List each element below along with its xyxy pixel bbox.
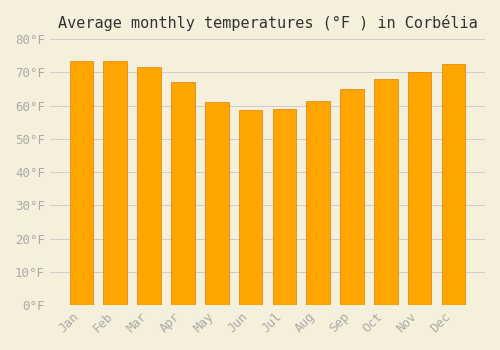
Bar [442,64,465,305]
Bar [171,82,194,305]
Bar [205,102,229,305]
Title: Average monthly temperatures (°F ) in Corbélia: Average monthly temperatures (°F ) in Co… [58,15,478,31]
Bar [138,67,161,305]
Bar [306,100,330,305]
Bar [374,79,398,305]
Bar [408,72,432,305]
Bar [238,110,262,305]
Bar [104,61,127,305]
Bar [70,61,94,305]
Bar [340,89,364,305]
Bar [272,109,296,305]
